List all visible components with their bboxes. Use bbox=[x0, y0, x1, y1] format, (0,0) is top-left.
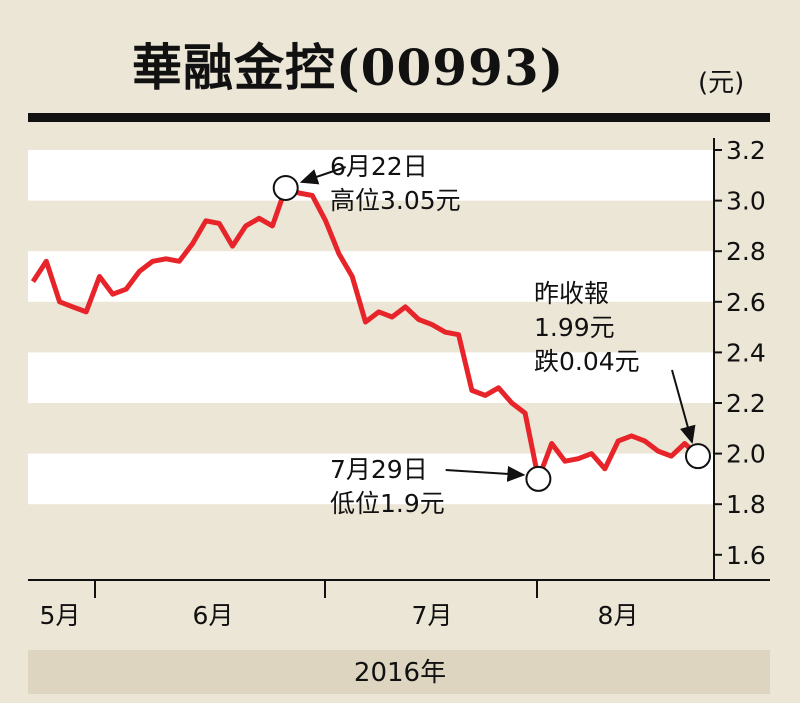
last-annotation: 昨收報 bbox=[534, 279, 609, 308]
low-marker bbox=[525, 465, 552, 492]
grid-band bbox=[28, 150, 714, 201]
x-axis-label: 2016年 bbox=[353, 658, 447, 688]
high-marker bbox=[272, 174, 299, 201]
y-tick-label: 3.0 bbox=[726, 187, 766, 216]
y-tick-label: 2.8 bbox=[726, 237, 766, 266]
last-annotation: 跌0.04元 bbox=[534, 347, 640, 376]
y-tick-label: 2.4 bbox=[726, 338, 766, 367]
high-annotation: 高位3.05元 bbox=[330, 186, 461, 215]
y-tick-label: 1.6 bbox=[726, 541, 766, 570]
y-tick-label: 3.2 bbox=[726, 136, 766, 165]
unit-label: (元) bbox=[698, 68, 745, 98]
low-annotation: 7月29日 bbox=[330, 455, 428, 484]
x-tick-label: 7月 bbox=[412, 601, 453, 630]
last-marker bbox=[685, 443, 711, 470]
last-annotation: 1.99元 bbox=[534, 313, 615, 342]
high-arrow bbox=[299, 166, 347, 185]
y-tick-label: 2.6 bbox=[726, 288, 766, 317]
chart-title: 華融金控(00993) bbox=[132, 38, 565, 97]
x-tick-label: 5月 bbox=[40, 601, 81, 630]
x-tick-label: 6月 bbox=[193, 601, 234, 630]
x-tick-label: 8月 bbox=[598, 601, 639, 630]
y-tick-label: 1.8 bbox=[726, 490, 766, 519]
high-annotation: 6月22日 bbox=[330, 152, 428, 181]
low-arrow bbox=[445, 465, 526, 482]
price-line bbox=[30, 185, 700, 482]
grid-band bbox=[28, 251, 714, 302]
footer-bar bbox=[28, 650, 770, 694]
grid-band bbox=[28, 352, 714, 403]
last-arrow bbox=[671, 369, 696, 445]
low-annotation: 低位1.9元 bbox=[330, 489, 445, 518]
title-rule bbox=[28, 113, 770, 122]
y-tick-label: 2.2 bbox=[726, 389, 766, 418]
y-tick-label: 2.0 bbox=[726, 440, 766, 469]
